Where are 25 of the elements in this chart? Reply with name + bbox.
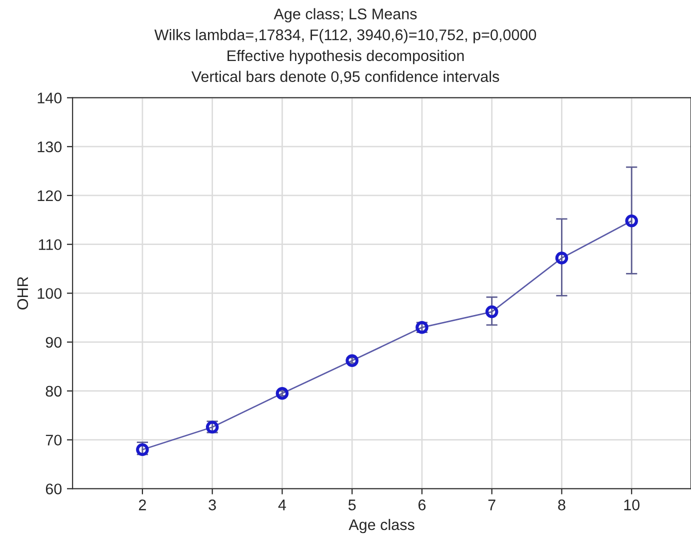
point	[555, 252, 568, 264]
y-tick-label: 100	[38, 288, 62, 299]
x-tick-label: 2	[138, 500, 146, 510]
point	[625, 214, 638, 228]
point	[276, 387, 289, 400]
y-tick-label: 70	[46, 434, 62, 446]
y-axis-title: OHR	[17, 276, 28, 310]
x-tick-label: 4	[278, 500, 286, 510]
x-axis-title: Age class	[348, 518, 414, 534]
y-tick-label: 90	[46, 336, 62, 348]
y-tick-label: 120	[38, 190, 62, 202]
y-tick-label: 140	[38, 92, 62, 104]
y-tick-label: 80	[46, 386, 62, 397]
x-tick-label: 8	[558, 500, 566, 510]
y-tick-label: 60	[46, 484, 62, 494]
x-tick-label: 5	[348, 500, 356, 510]
x-tick-label: 6	[418, 500, 426, 510]
y-tick-label: 110	[38, 239, 62, 250]
y-tick-label: 130	[38, 141, 62, 152]
x-tick-label: 7	[488, 500, 496, 510]
x-tick-label: 3	[208, 500, 216, 510]
x-tick-label: 10	[624, 500, 640, 510]
point	[485, 305, 498, 318]
chart-title: Age class; LS Means Wilks lambda=,17834, F(112, 3940,6)=10,752, p=0,0000 Effective hypothesis decomposition Vertical bars denote 0,95 confidence intervals	[154, 8, 536, 84]
point	[346, 354, 358, 368]
